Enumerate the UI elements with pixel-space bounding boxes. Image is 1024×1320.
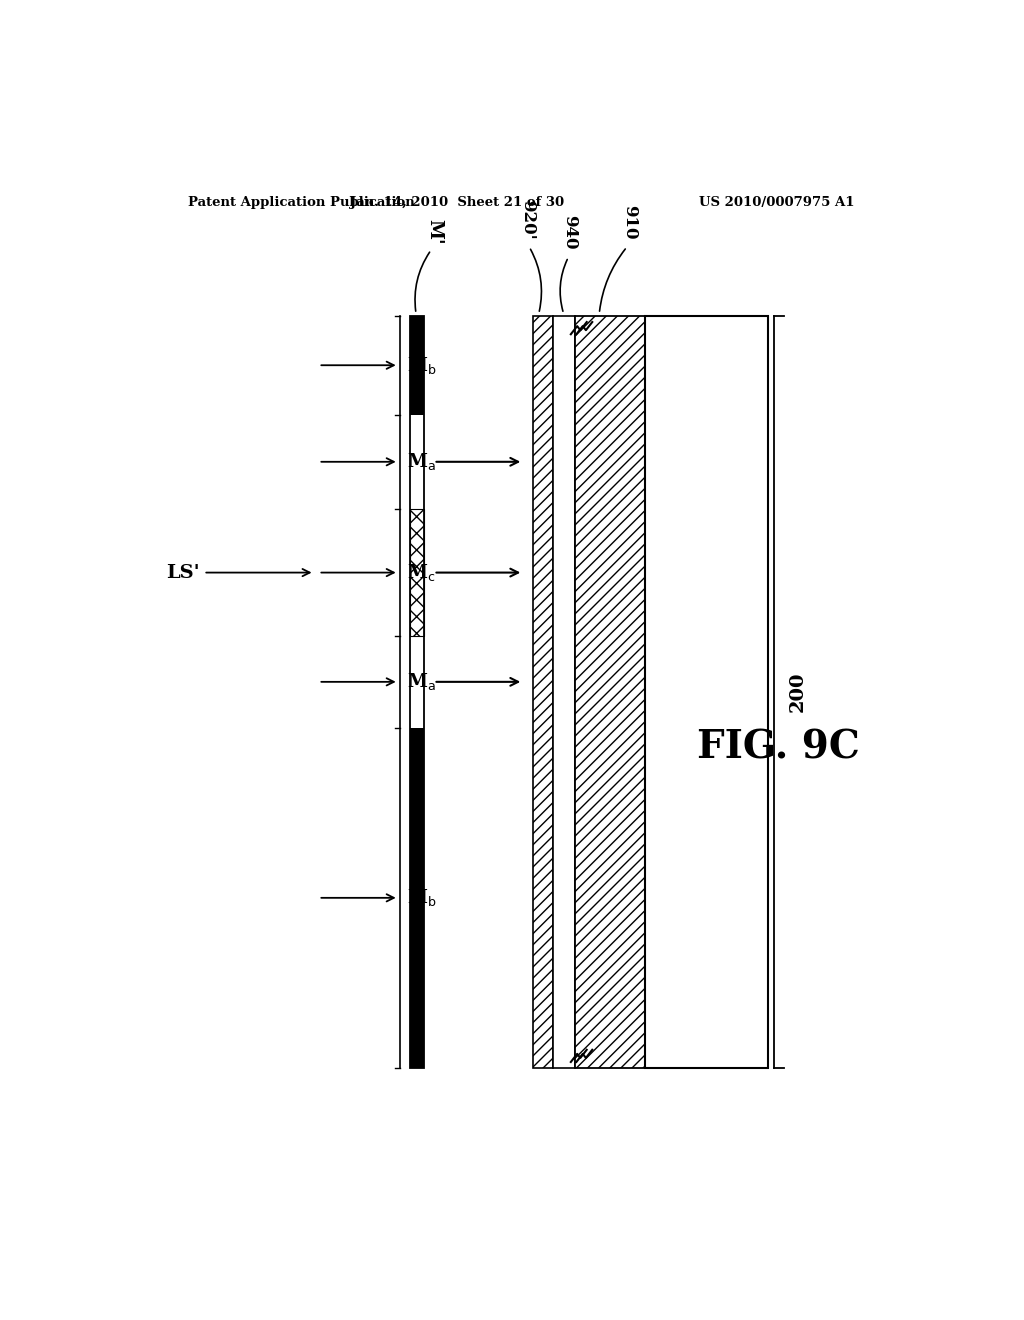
Text: 940: 940 (561, 215, 579, 249)
Text: M$_\mathrm{b}$: M$_\mathrm{b}$ (407, 887, 436, 908)
Text: Jan. 14, 2010  Sheet 21 of 30: Jan. 14, 2010 Sheet 21 of 30 (350, 195, 564, 209)
Bar (410, 510, 424, 636)
Text: M$_\mathrm{c}$: M$_\mathrm{c}$ (407, 562, 435, 583)
Bar (553, 315, 574, 1068)
Bar (410, 315, 424, 414)
Text: US 2010/0007975 A1: US 2010/0007975 A1 (699, 195, 855, 209)
Text: 920': 920' (519, 199, 537, 240)
Text: M': M' (425, 219, 443, 244)
Bar (410, 315, 424, 1068)
Text: FIG. 9C: FIG. 9C (697, 729, 860, 767)
Text: Patent Application Publication: Patent Application Publication (187, 195, 415, 209)
Bar (645, 315, 768, 1068)
Text: M$_\mathrm{b}$: M$_\mathrm{b}$ (407, 355, 436, 376)
Text: 910: 910 (621, 205, 638, 240)
Text: M$_\mathrm{a}$: M$_\mathrm{a}$ (407, 672, 435, 693)
Text: 200: 200 (788, 672, 807, 713)
Bar (410, 315, 424, 1068)
Bar (410, 727, 424, 1068)
Bar (532, 315, 553, 1068)
Text: M$_\mathrm{a}$: M$_\mathrm{a}$ (407, 451, 435, 473)
Text: LS': LS' (166, 564, 200, 582)
Bar (574, 315, 645, 1068)
